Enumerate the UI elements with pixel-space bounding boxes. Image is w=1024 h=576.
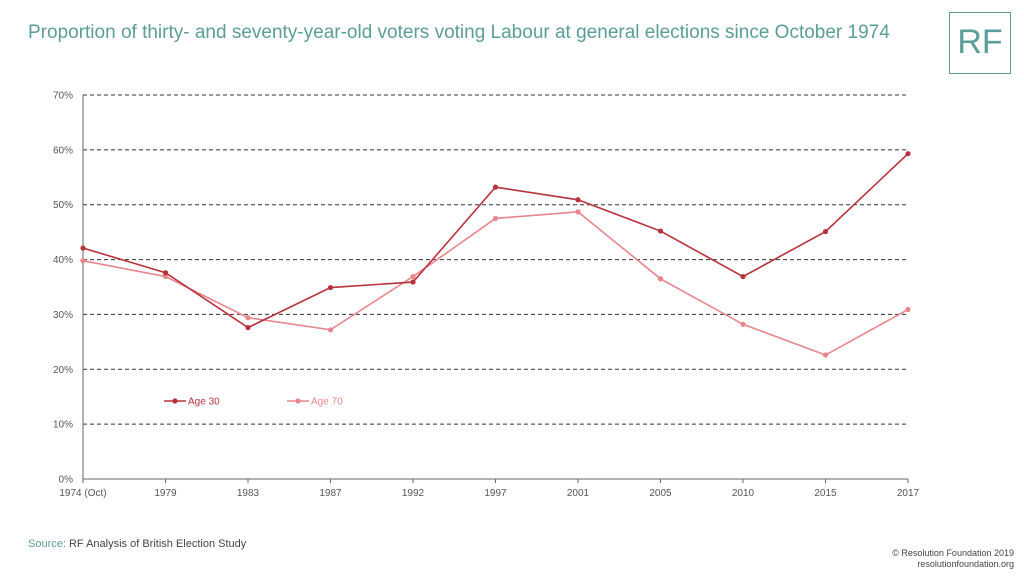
x-tick-label: 2015	[814, 488, 837, 499]
rf-logo: RF	[949, 12, 1011, 74]
source-text: RF Analysis of British Election Study	[68, 538, 247, 550]
copyright-block: © Resolution Foundation 2019 resolutionf…	[892, 548, 1014, 570]
series-age-30	[80, 151, 911, 331]
data-point	[492, 215, 499, 222]
data-point	[575, 209, 581, 215]
data-point	[410, 279, 416, 285]
data-point	[162, 270, 169, 276]
y-tick-label: 70%	[53, 91, 73, 102]
data-point	[657, 228, 664, 234]
data-point	[327, 327, 334, 333]
y-tick-label: 40%	[53, 255, 73, 266]
x-axis-ticks: 1974 (Oct) 1979 1983 1987 1992 1997 2001 2005 20…	[59, 488, 919, 499]
website-text: resolutionfoundation.org	[917, 559, 1014, 569]
legend-swatch-marker	[172, 398, 178, 404]
y-tick-label: 50%	[53, 200, 73, 211]
data-point	[740, 273, 746, 280]
copyright-text: © Resolution Foundation 2019	[892, 548, 1014, 558]
y-tick-label: 10%	[53, 420, 73, 431]
data-point	[80, 245, 86, 251]
x-tick-label: 1979	[154, 488, 177, 499]
legend-label: Age 30	[188, 397, 220, 408]
data-point	[162, 273, 169, 280]
series-layer	[80, 151, 911, 358]
data-point	[657, 276, 664, 282]
axes	[82, 95, 909, 483]
y-tick-label: 30%	[53, 310, 73, 321]
data-point	[575, 197, 581, 203]
data-point	[245, 324, 251, 331]
data-point	[905, 306, 911, 313]
x-tick-label: 1992	[402, 488, 425, 499]
data-point	[245, 315, 251, 321]
chart-title: Proportion of thirty- and seventy-year-o…	[28, 22, 890, 43]
data-point	[822, 228, 829, 235]
data-point	[905, 151, 911, 157]
series-line	[82, 153, 909, 329]
x-tick-label: 2005	[649, 488, 672, 499]
series-age-70	[80, 209, 911, 358]
legend-swatch-marker	[295, 398, 301, 404]
x-tick-label: 1987	[319, 488, 342, 499]
y-axis-ticks: 0% 10% 20% 30% 40% 50% 60% 70%	[53, 91, 73, 486]
data-point	[327, 284, 334, 291]
y-tick-label: 0%	[59, 475, 74, 486]
y-tick-label: 20%	[53, 365, 73, 376]
source-label: Source:	[28, 538, 66, 550]
x-tick-label: 2001	[567, 488, 590, 499]
legend: Age 30 Age 70	[164, 397, 343, 408]
data-point	[740, 321, 746, 327]
data-point	[822, 352, 829, 358]
legend-label: Age 70	[311, 397, 343, 408]
grid-lines	[83, 94, 908, 425]
series-line	[82, 211, 909, 356]
x-tick-label: 2017	[897, 488, 920, 499]
data-point	[410, 273, 416, 280]
source-note: Source: RF Analysis of British Election …	[28, 538, 246, 550]
x-tick-label: 1983	[237, 488, 260, 499]
data-point	[80, 258, 86, 264]
x-tick-label: 2010	[732, 488, 755, 499]
y-tick-label: 60%	[53, 145, 73, 156]
data-point	[492, 184, 499, 190]
x-tick-label: 1974 (Oct)	[59, 488, 106, 499]
x-tick-label: 1997	[484, 488, 507, 499]
